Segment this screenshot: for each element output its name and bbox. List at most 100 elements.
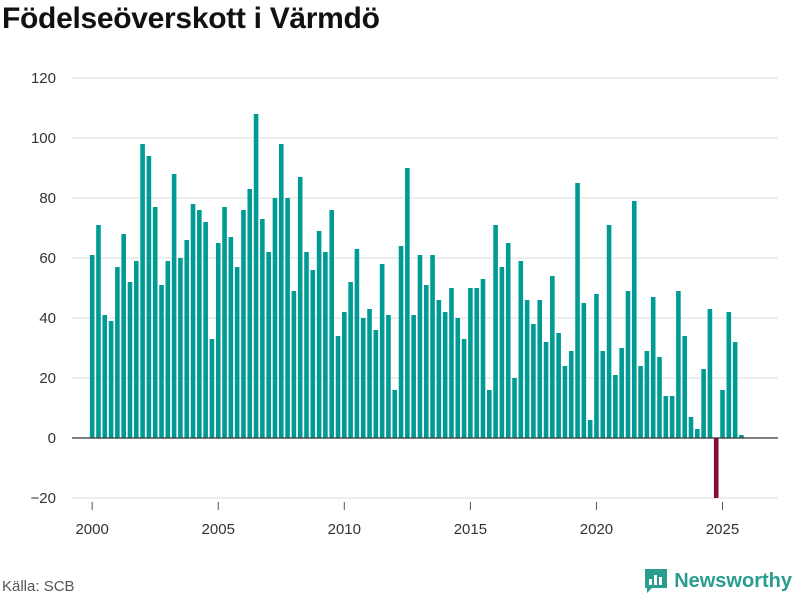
bar <box>159 285 164 438</box>
bar <box>360 318 366 438</box>
bar <box>398 246 404 438</box>
bar <box>631 201 637 438</box>
bar <box>178 258 183 438</box>
bar <box>108 321 114 438</box>
bar <box>165 261 171 438</box>
bar <box>480 279 486 438</box>
bar <box>468 288 473 438</box>
bar <box>140 144 145 438</box>
bar <box>613 375 618 438</box>
bar <box>285 198 290 438</box>
x-tick-label: 2025 <box>706 521 739 538</box>
y-tick-label: 120 <box>31 70 56 87</box>
bar <box>461 339 467 438</box>
bar <box>348 282 353 438</box>
bar <box>543 342 549 438</box>
bar <box>417 255 423 438</box>
y-tick-label: 20 <box>39 370 56 387</box>
bar <box>531 324 536 438</box>
x-tick-label: 2005 <box>202 521 235 538</box>
bar <box>436 300 442 438</box>
x-tick-label: 2000 <box>75 521 108 538</box>
bar <box>266 252 271 438</box>
bar <box>310 270 316 438</box>
bar <box>493 225 498 438</box>
bar <box>171 174 177 438</box>
brand-logo[interactable]: Newsworthy <box>644 568 792 594</box>
bar <box>115 267 120 438</box>
bar <box>297 177 303 438</box>
bar <box>499 267 505 438</box>
brand-name: Newsworthy <box>674 569 792 592</box>
bar <box>644 351 650 438</box>
bar <box>215 243 221 438</box>
y-tick-label: 60 <box>39 250 56 267</box>
bar <box>568 351 574 438</box>
bar <box>625 291 631 438</box>
x-tick-label: 2010 <box>328 521 361 538</box>
bar <box>260 219 265 438</box>
bar <box>342 312 347 438</box>
bar <box>134 261 139 438</box>
bar <box>253 114 259 438</box>
source-label: Källa: SCB <box>2 578 75 595</box>
bar <box>550 276 555 438</box>
bar <box>638 366 643 438</box>
bar <box>707 309 713 438</box>
bar <box>354 249 360 438</box>
y-tick-label: 40 <box>39 310 56 327</box>
bar <box>701 369 706 438</box>
bar <box>367 309 372 438</box>
y-tick-label: 0 <box>48 430 56 447</box>
bar <box>537 300 543 438</box>
bar <box>594 294 599 438</box>
bar <box>732 342 738 438</box>
bar <box>524 300 530 438</box>
bar <box>688 417 694 438</box>
x-tick-label: 2015 <box>454 521 487 538</box>
bar <box>96 225 101 438</box>
newsworthy-logo-icon <box>645 569 668 593</box>
bar <box>726 312 732 438</box>
bar <box>278 144 284 438</box>
bar <box>474 288 479 438</box>
bar <box>505 243 511 438</box>
chart-title: Födelseöverskott i Värmdö <box>2 2 380 35</box>
bar <box>323 252 328 438</box>
bar <box>430 255 435 438</box>
bar <box>291 291 297 438</box>
bar <box>152 207 158 438</box>
bar <box>411 315 416 438</box>
bar <box>455 318 461 438</box>
bar <box>228 237 234 438</box>
bar <box>518 261 524 438</box>
bar <box>669 396 675 438</box>
bar <box>241 210 246 438</box>
bar <box>203 222 208 438</box>
y-tick-label: −20 <box>31 490 56 507</box>
bar <box>146 156 152 438</box>
bar <box>682 336 688 438</box>
bar <box>581 303 587 438</box>
bar <box>190 204 196 438</box>
bar <box>184 240 190 438</box>
bar <box>392 390 398 438</box>
bar <box>713 438 719 498</box>
x-tick-label: 2020 <box>580 521 613 538</box>
bar <box>512 378 517 438</box>
bar <box>335 336 341 438</box>
y-tick-label: 100 <box>31 130 56 147</box>
bar <box>405 168 410 438</box>
bar <box>695 429 700 438</box>
bar <box>600 351 606 438</box>
bar <box>676 291 681 438</box>
bar <box>234 267 240 438</box>
bar <box>102 315 108 438</box>
bar <box>197 210 202 438</box>
bar <box>423 285 429 438</box>
bar <box>562 366 568 438</box>
bar <box>739 435 744 438</box>
bar <box>657 357 662 438</box>
bar <box>720 390 725 438</box>
